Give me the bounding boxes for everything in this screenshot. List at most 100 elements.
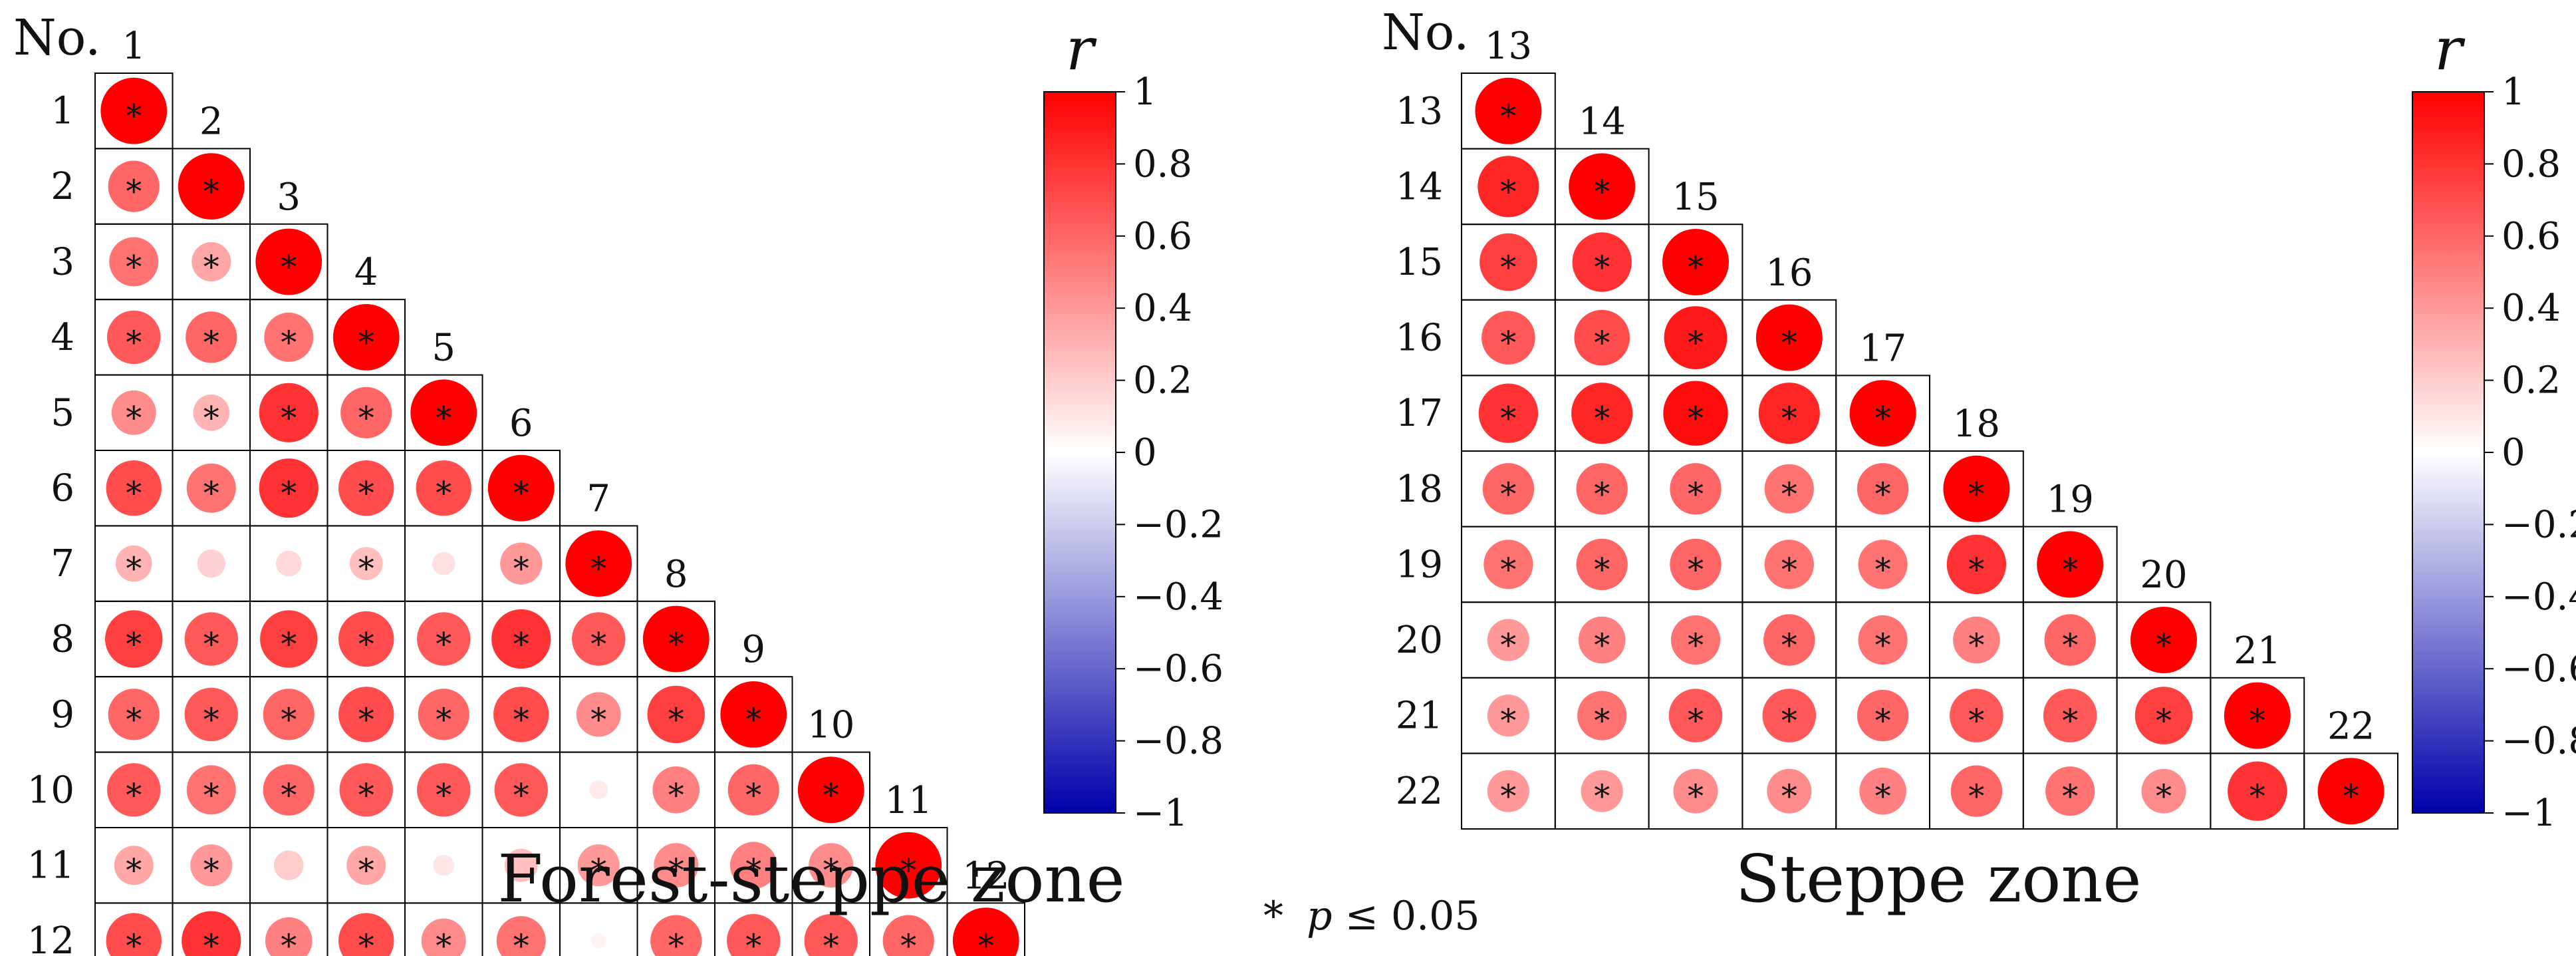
significance-star-mark: * [1594, 249, 1610, 286]
significance-star-mark: * [978, 927, 994, 956]
significance-star-mark: * [203, 852, 219, 889]
significance-star-mark: * [203, 324, 219, 361]
corr-circle-10-3 [263, 764, 315, 816]
significance-star-mark: * [126, 927, 142, 956]
column-label-17: 17 [1859, 327, 1906, 370]
corr-circle-20-16 [1763, 614, 1815, 666]
row-header-no: No. [13, 9, 101, 67]
significance-star-mark: * [1500, 98, 1516, 135]
corr-circle-18-18 [1943, 455, 2010, 522]
row-label-19: 19 [1396, 543, 1443, 586]
corr-circle-19-16 [1764, 540, 1814, 589]
corr-circle-9-8 [647, 685, 705, 744]
corr-circle-9-4 [338, 687, 394, 742]
significance-star-mark: * [823, 852, 839, 889]
significance-star-mark: * [203, 626, 219, 663]
significance-p-symbol: p [1307, 893, 1332, 939]
column-label-10: 10 [807, 704, 854, 747]
corr-circle-22-19 [2045, 766, 2095, 816]
significance-star-mark: * [1594, 325, 1610, 362]
corr-circle-12-5 [421, 918, 466, 956]
column-label-7: 7 [586, 477, 610, 520]
significance-star-mark: * [436, 475, 451, 512]
significance-star-mark: * [1781, 778, 1797, 815]
significance-star-mark: * [2062, 778, 2078, 815]
corr-circle-4-2 [186, 311, 237, 363]
corr-circle-12-12 [952, 907, 1019, 956]
forest-steppe-panel: No.11*22* *33* * *44* * * *55* * * * *66* * * * * *77* *… [13, 9, 1224, 956]
corr-circle-10-5 [417, 763, 471, 817]
corr-circle-19-14 [1576, 538, 1628, 591]
corr-circle-12-8 [650, 915, 702, 956]
row-label-21: 21 [1396, 695, 1443, 738]
significance-star-mark: * [823, 927, 839, 956]
corr-circle-21-14 [1577, 691, 1627, 740]
corr-circle-21-18 [1950, 689, 2003, 742]
corr-circle-5-1 [111, 390, 156, 435]
significance-star-mark: * [1688, 325, 1704, 362]
corr-circle-11-8 [654, 843, 699, 888]
steppe-panel: No. 13 13 * 14 14 * * 15 15 * * * 16 16 * * * * 17 17 * * * * * 18… [1382, 4, 2576, 835]
significance-star-mark: * [203, 249, 219, 286]
colorbar-tick-label: 0.4 [1133, 287, 1192, 330]
corr-circle-4-3 [264, 312, 314, 362]
significance-star-mark: * [1968, 703, 1984, 740]
corr-circle-12-3 [265, 917, 313, 956]
corr-circle-12-10 [804, 913, 858, 956]
significance-star-mark: * [2062, 627, 2078, 664]
corr-circle-5-3 [259, 383, 319, 442]
corr-circle-2-2 [178, 153, 245, 220]
corr-circle-22-13 [1487, 770, 1529, 812]
significance-star-mark: * [2062, 551, 2078, 588]
corr-circle-16-16 [1755, 304, 1823, 371]
significance-star-mark: * [358, 324, 374, 361]
colorbar-tick-label: 0.4 [2502, 287, 2561, 330]
corr-circle-10-10 [797, 756, 864, 824]
matrix-cell [2303, 752, 2398, 830]
row-label-20: 20 [1396, 619, 1443, 662]
significance-star-mark: * [281, 399, 297, 436]
corr-circle-21-16 [1762, 689, 1817, 742]
corr-circle-11-9 [729, 842, 777, 889]
significance-star-mark: * [281, 927, 297, 956]
significance-star-mark: * [668, 701, 684, 738]
column-label-19: 19 [2047, 478, 2094, 522]
significance-star-mark: * [1968, 778, 1984, 815]
column-label-14: 14 [1579, 100, 1626, 144]
corr-circle-20-13 [1487, 619, 1529, 661]
row-label-6: 6 [51, 467, 74, 510]
row-label-1: 1 [51, 90, 74, 133]
corr-circle-21-20 [2134, 687, 2193, 744]
corr-circle-3-3 [255, 228, 322, 295]
significance-star-mark: * [358, 776, 374, 814]
row-label-18: 18 [1396, 468, 1443, 511]
corr-circle-8-3 [260, 610, 318, 668]
corr-circle-12-1 [106, 913, 162, 956]
corr-circle-18-15 [1670, 463, 1722, 515]
corr-circle-18-16 [1764, 464, 1814, 514]
corr-circle-11-6 [504, 848, 538, 882]
colorbar-tick-label: 0.8 [1133, 142, 1192, 186]
colorbar-tick-label: 0.6 [2502, 215, 2561, 258]
colorbar [1043, 91, 1116, 814]
colorbar-tick-label: −0.8 [1133, 720, 1224, 763]
significance-star-mark: * [358, 399, 374, 436]
significance-star-mark: * [281, 475, 297, 512]
corr-circle-10-4 [339, 763, 393, 817]
corr-circle-7-7 [565, 530, 632, 597]
corr-circle-18-17 [1857, 463, 1909, 515]
significance-star-mark: * [2343, 778, 2359, 815]
colorbar-tick-label: 0.6 [1133, 215, 1192, 258]
colorbar-tick-label: 0 [2502, 431, 2525, 474]
significance-star-mark: * [1688, 703, 1704, 740]
row-label-5: 5 [51, 391, 74, 434]
significance-star-mark: * [203, 927, 219, 956]
corr-circle-12-7 [591, 933, 606, 949]
corr-circle-18-14 [1576, 463, 1628, 515]
significance-star-mark: * [1875, 627, 1891, 664]
colorbar-tick-label: 0.2 [1133, 359, 1192, 402]
corr-circle-8-6 [491, 609, 551, 669]
significance-star-mark: * [281, 701, 297, 738]
significance-star-mark: * [745, 776, 761, 814]
